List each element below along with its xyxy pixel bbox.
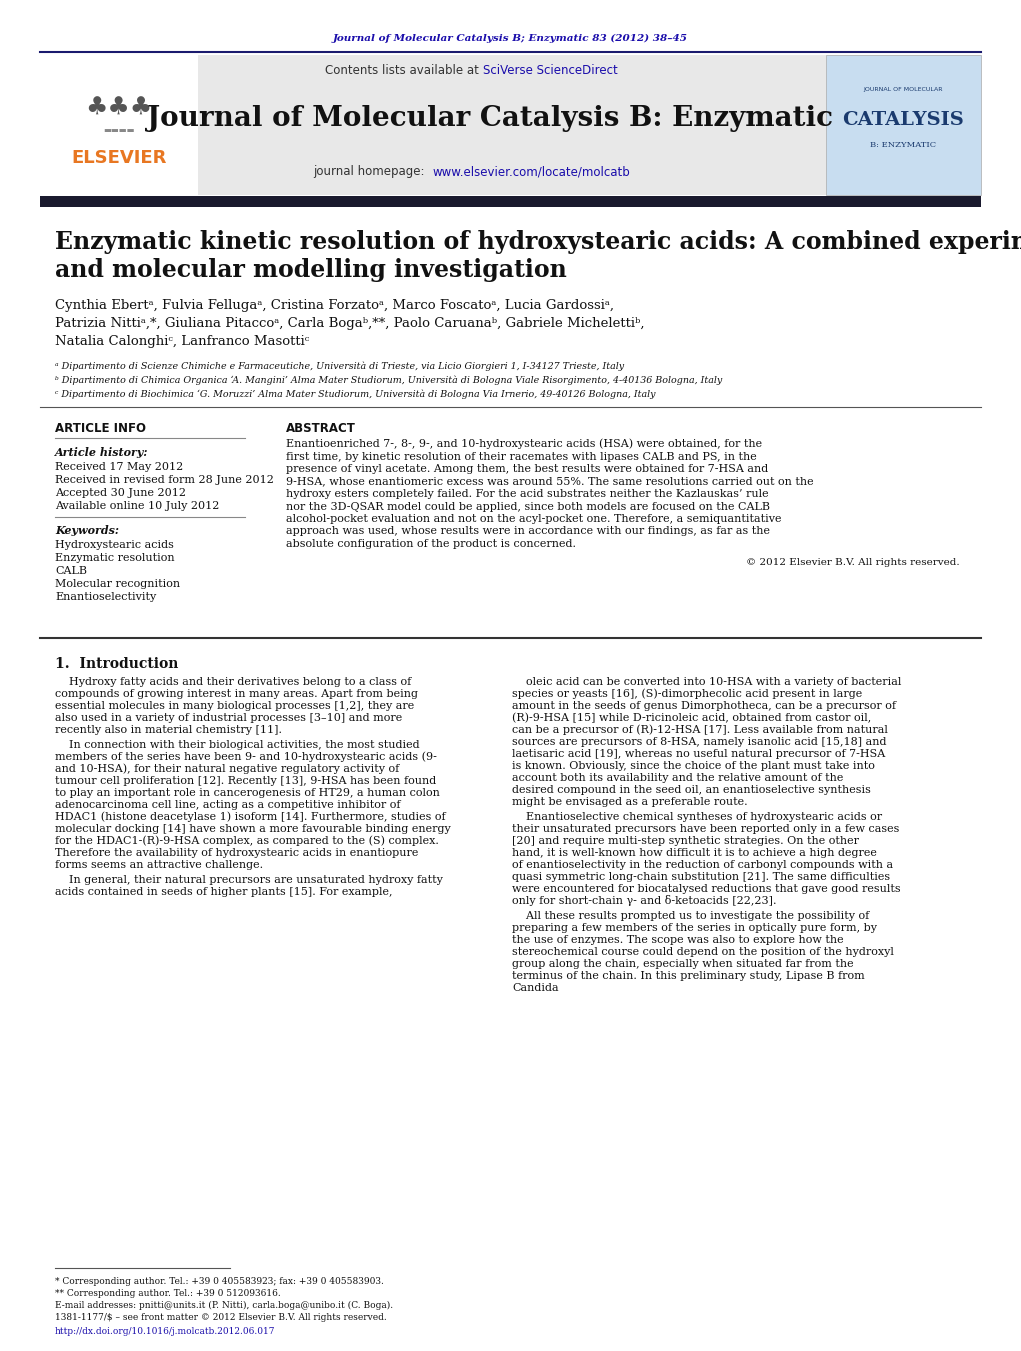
Text: quasi symmetric long-chain substitution [21]. The same difficulties: quasi symmetric long-chain substitution …	[512, 871, 890, 882]
Text: Hydroxy fatty acids and their derivatives belong to a class of: Hydroxy fatty acids and their derivative…	[55, 677, 411, 688]
Text: adenocarcinoma cell line, acting as a competitive inhibitor of: adenocarcinoma cell line, acting as a co…	[55, 800, 400, 811]
Text: approach was used, whose results were in accordance with our findings, as far as: approach was used, whose results were in…	[286, 527, 770, 536]
Text: Patrizia Nittiᵃ,*, Giuliana Pitaccoᵃ, Carla Bogaᵇ,**, Paolo Caruanaᵇ, Gabriele M: Patrizia Nittiᵃ,*, Giuliana Pitaccoᵃ, Ca…	[55, 316, 644, 330]
Text: and molecular modelling investigation: and molecular modelling investigation	[55, 258, 567, 282]
Text: CALB: CALB	[55, 566, 87, 576]
Text: Therefore the availability of hydroxystearic acids in enantiopure: Therefore the availability of hydroxyste…	[55, 848, 419, 858]
Text: CATALYSIS: CATALYSIS	[842, 111, 964, 128]
Text: alcohol-pocket evaluation and not on the acyl-pocket one. Therefore, a semiquant: alcohol-pocket evaluation and not on the…	[286, 513, 781, 524]
Text: www.elsevier.com/locate/molcatb: www.elsevier.com/locate/molcatb	[432, 166, 630, 178]
Text: recently also in material chemistry [11].: recently also in material chemistry [11]…	[55, 725, 282, 735]
Text: E-mail addresses: pnitti@units.it (P. Nitti), carla.boga@unibo.it (C. Boga).: E-mail addresses: pnitti@units.it (P. Ni…	[55, 1301, 393, 1309]
Text: their unsaturated precursors have been reported only in a few cases: their unsaturated precursors have been r…	[512, 824, 900, 834]
Text: ABSTRACT: ABSTRACT	[286, 422, 356, 435]
Bar	[826, 55, 981, 195]
Text: to play an important role in cancerogenesis of HT29, a human colon: to play an important role in cancerogene…	[55, 788, 440, 798]
Text: nor the 3D-QSAR model could be applied, since both models are focused on the CAL: nor the 3D-QSAR model could be applied, …	[286, 501, 770, 512]
Text: essential molecules in many biological processes [1,2], they are: essential molecules in many biological p…	[55, 701, 415, 711]
Bar	[40, 55, 198, 195]
Text: preparing a few members of the series in optically pure form, by: preparing a few members of the series in…	[512, 923, 877, 934]
Text: journal homepage:: journal homepage:	[313, 166, 432, 178]
Text: stereochemical course could depend on the position of the hydroxyl: stereochemical course could depend on th…	[512, 947, 893, 957]
Text: Accepted 30 June 2012: Accepted 30 June 2012	[55, 488, 186, 499]
Text: ELSEVIER: ELSEVIER	[71, 149, 166, 168]
Text: * Corresponding author. Tel.: +39 0 405583923; fax: +39 0 405583903.: * Corresponding author. Tel.: +39 0 4055…	[55, 1277, 384, 1286]
Text: species or yeasts [16], (S)-dimorphecolic acid present in large: species or yeasts [16], (S)-dimorphecoli…	[512, 689, 863, 700]
Text: also used in a variety of industrial processes [3–10] and more: also used in a variety of industrial pro…	[55, 713, 402, 723]
Text: oleic acid can be converted into 10-HSA with a variety of bacterial: oleic acid can be converted into 10-HSA …	[512, 677, 902, 688]
Text: desired compound in the seed oil, an enantioselective synthesis: desired compound in the seed oil, an ena…	[512, 785, 871, 794]
Text: molecular docking [14] have shown a more favourable binding energy: molecular docking [14] have shown a more…	[55, 824, 450, 834]
Text: © 2012 Elsevier B.V. All rights reserved.: © 2012 Elsevier B.V. All rights reserved…	[746, 558, 960, 567]
Text: Cynthia Ebertᵃ, Fulvia Fellugaᵃ, Cristina Forzatoᵃ, Marco Foscatoᵃ, Lucia Gardos: Cynthia Ebertᵃ, Fulvia Fellugaᵃ, Cristin…	[55, 299, 614, 312]
Text: In connection with their biological activities, the most studied: In connection with their biological acti…	[55, 740, 420, 750]
Text: amount in the seeds of genus Dimorphotheca, can be a precursor of: amount in the seeds of genus Dimorphothe…	[512, 701, 896, 711]
Text: Natalia Calonghiᶜ, Lanfranco Masottiᶜ: Natalia Calonghiᶜ, Lanfranco Masottiᶜ	[55, 335, 309, 347]
Text: Molecular recognition: Molecular recognition	[55, 580, 180, 589]
Text: Received in revised form 28 June 2012: Received in revised form 28 June 2012	[55, 476, 274, 485]
Text: members of the series have been 9- and 10-hydroxystearic acids (9-: members of the series have been 9- and 1…	[55, 751, 437, 762]
Text: absolute configuration of the product is concerned.: absolute configuration of the product is…	[286, 539, 576, 549]
Text: ARTICLE INFO: ARTICLE INFO	[55, 422, 146, 435]
Text: account both its availability and the relative amount of the: account both its availability and the re…	[512, 773, 843, 784]
Text: might be envisaged as a preferable route.: might be envisaged as a preferable route…	[512, 797, 747, 807]
Text: Contents lists available at: Contents lists available at	[326, 63, 483, 77]
Text: sources are precursors of 8-HSA, namely isanolic acid [15,18] and: sources are precursors of 8-HSA, namely …	[512, 738, 886, 747]
Text: laetisaric acid [19], whereas no useful natural precursor of 7-HSA: laetisaric acid [19], whereas no useful …	[512, 748, 885, 759]
Text: ᶜ Dipartimento di Biochimica ‘G. Moruzzi’ Alma Mater Studiorum, Università di Bo: ᶜ Dipartimento di Biochimica ‘G. Moruzzi…	[55, 389, 655, 399]
Text: http://dx.doi.org/10.1016/j.molcatb.2012.06.017: http://dx.doi.org/10.1016/j.molcatb.2012…	[55, 1327, 276, 1336]
Text: Enantioselective chemical syntheses of hydroxystearic acids or: Enantioselective chemical syntheses of h…	[512, 812, 882, 821]
Text: and 10-HSA), for their natural negative regulatory activity of: and 10-HSA), for their natural negative …	[55, 763, 399, 774]
Text: Hydroxystearic acids: Hydroxystearic acids	[55, 540, 174, 550]
Text: Available online 10 July 2012: Available online 10 July 2012	[55, 501, 220, 511]
Text: Article history:: Article history:	[55, 447, 148, 458]
Bar	[40, 196, 981, 207]
Text: only for short-chain γ- and δ-ketoacids [22,23].: only for short-chain γ- and δ-ketoacids …	[512, 896, 777, 907]
Text: acids contained in seeds of higher plants [15]. For example,: acids contained in seeds of higher plant…	[55, 888, 392, 897]
Text: SciVerse ScienceDirect: SciVerse ScienceDirect	[483, 63, 618, 77]
Text: [20] and require multi-step synthetic strategies. On the other: [20] and require multi-step synthetic st…	[512, 836, 859, 846]
Text: B: ENZYMATIC: B: ENZYMATIC	[870, 141, 936, 149]
Bar	[40, 55, 981, 195]
Text: 9-HSA, whose enantiomeric excess was around 55%. The same resolutions carried ou: 9-HSA, whose enantiomeric excess was aro…	[286, 477, 814, 486]
Text: ♣♣♣: ♣♣♣	[86, 96, 152, 120]
Text: JOURNAL OF MOLECULAR: JOURNAL OF MOLECULAR	[863, 88, 942, 92]
Text: the use of enzymes. The scope was also to explore how the: the use of enzymes. The scope was also t…	[512, 935, 843, 944]
Text: Enantioenriched 7-, 8-, 9-, and 10-hydroxystearic acids (HSA) were obtained, for: Enantioenriched 7-, 8-, 9-, and 10-hydro…	[286, 439, 762, 450]
Text: for the HDAC1-(R)-9-HSA complex, as compared to the (S) complex.: for the HDAC1-(R)-9-HSA complex, as comp…	[55, 836, 439, 846]
Text: 1.  Introduction: 1. Introduction	[55, 657, 179, 671]
Text: Received 17 May 2012: Received 17 May 2012	[55, 462, 183, 471]
Text: can be a precursor of (R)-12-HSA [17]. Less available from natural: can be a precursor of (R)-12-HSA [17]. L…	[512, 724, 888, 735]
Text: hand, it is well-known how difficult it is to achieve a high degree: hand, it is well-known how difficult it …	[512, 848, 877, 858]
Text: Candida: Candida	[512, 984, 558, 993]
Text: ᵇ Dipartimento di Chimica Organica ‘A. Mangini’ Alma Mater Studiorum, Università: ᵇ Dipartimento di Chimica Organica ‘A. M…	[55, 376, 722, 385]
Text: HDAC1 (histone deacetylase 1) isoform [14]. Furthermore, studies of: HDAC1 (histone deacetylase 1) isoform [1…	[55, 812, 445, 823]
Text: Journal of Molecular Catalysis B; Enzymatic 83 (2012) 38–45: Journal of Molecular Catalysis B; Enzyma…	[333, 34, 687, 43]
Text: In general, their natural precursors are unsaturated hydroxy fatty: In general, their natural precursors are…	[55, 875, 443, 885]
Text: Journal of Molecular Catalysis B: Enzymatic: Journal of Molecular Catalysis B: Enzyma…	[147, 104, 833, 131]
Text: group along the chain, especially when situated far from the: group along the chain, especially when s…	[512, 959, 854, 969]
Text: ᵃ Dipartimento di Scienze Chimiche e Farmaceutiche, Università di Trieste, via L: ᵃ Dipartimento di Scienze Chimiche e Far…	[55, 361, 624, 370]
Text: presence of vinyl acetate. Among them, the best results were obtained for 7-HSA : presence of vinyl acetate. Among them, t…	[286, 463, 768, 474]
Text: terminus of the chain. In this preliminary study, Lipase B from: terminus of the chain. In this prelimina…	[512, 971, 865, 981]
Text: tumour cell proliferation [12]. Recently [13], 9-HSA has been found: tumour cell proliferation [12]. Recently…	[55, 775, 436, 786]
Text: ▬▬▬▬: ▬▬▬▬	[103, 126, 135, 135]
Text: hydroxy esters completely failed. For the acid substrates neither the Kazlauskas: hydroxy esters completely failed. For th…	[286, 489, 769, 499]
Text: first time, by kinetic resolution of their racemates with lipases CALB and PS, i: first time, by kinetic resolution of the…	[286, 451, 757, 462]
Text: Enzymatic resolution: Enzymatic resolution	[55, 553, 175, 563]
Text: 1381-1177/$ – see front matter © 2012 Elsevier B.V. All rights reserved.: 1381-1177/$ – see front matter © 2012 El…	[55, 1313, 387, 1323]
Text: forms seems an attractive challenge.: forms seems an attractive challenge.	[55, 861, 263, 870]
Text: ** Corresponding author. Tel.: +39 0 512093616.: ** Corresponding author. Tel.: +39 0 512…	[55, 1289, 281, 1297]
Text: is known. Obviously, since the choice of the plant must take into: is known. Obviously, since the choice of…	[512, 761, 875, 771]
Text: (R)-9-HSA [15] while D-ricinoleic acid, obtained from castor oil,: (R)-9-HSA [15] while D-ricinoleic acid, …	[512, 713, 871, 723]
Text: of enantioselectivity in the reduction of carbonyl compounds with a: of enantioselectivity in the reduction o…	[512, 861, 893, 870]
Text: Keywords:: Keywords:	[55, 526, 119, 536]
Text: compounds of growing interest in many areas. Apart from being: compounds of growing interest in many ar…	[55, 689, 418, 698]
Text: Enantioselectivity: Enantioselectivity	[55, 592, 156, 603]
Text: were encountered for biocatalysed reductions that gave good results: were encountered for biocatalysed reduct…	[512, 884, 901, 894]
Text: Enzymatic kinetic resolution of hydroxystearic acids: A combined experimental: Enzymatic kinetic resolution of hydroxys…	[55, 230, 1021, 254]
Text: All these results prompted us to investigate the possibility of: All these results prompted us to investi…	[512, 911, 869, 921]
